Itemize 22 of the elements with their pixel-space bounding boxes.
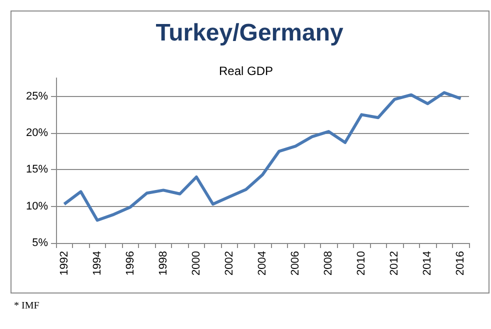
y-tick-label: 10% [26,200,48,212]
x-tick-label: 2000 [190,251,202,276]
x-tick-label: 1998 [157,251,170,276]
x-tick-label: 2012 [388,251,401,276]
line-series [62,91,462,222]
chart-title: Turkey/Germany [156,20,344,46]
x-tick-label: 2016 [454,251,467,276]
x-tick-label: 1996 [124,251,136,276]
x-tick-label: 2010 [356,251,368,276]
x-tick-label: 2004 [256,251,268,276]
chart-subtitle: Real GDP [219,64,274,78]
y-tick-label: 20% [26,127,48,139]
x-tick-label: 2008 [322,251,335,276]
x-tick-label: 1992 [58,251,70,276]
y-tick-label: 5% [32,237,48,249]
x-tick-label: 1994 [91,251,104,276]
x-tick-label: 2014 [422,251,434,276]
y-tick-label: 25% [26,90,48,102]
x-tick-label: 2006 [290,251,302,276]
x-tick-label: 2002 [223,251,236,276]
y-tick-label: 15% [26,164,48,176]
text: * IMF [14,300,40,312]
